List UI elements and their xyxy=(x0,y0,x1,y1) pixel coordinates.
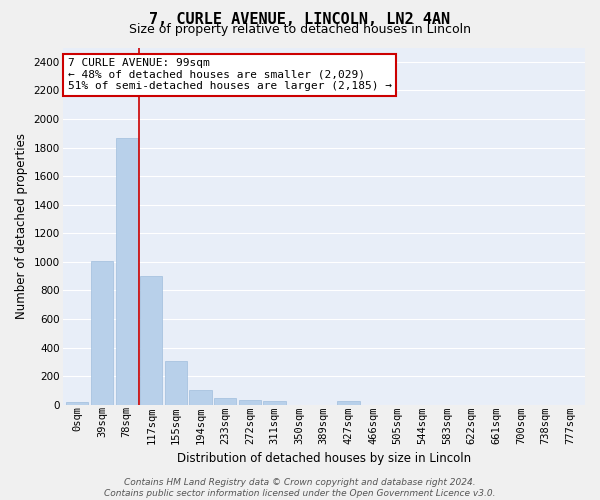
Text: 7 CURLE AVENUE: 99sqm
← 48% of detached houses are smaller (2,029)
51% of semi-d: 7 CURLE AVENUE: 99sqm ← 48% of detached … xyxy=(68,58,392,92)
Text: Contains HM Land Registry data © Crown copyright and database right 2024.
Contai: Contains HM Land Registry data © Crown c… xyxy=(104,478,496,498)
Bar xyxy=(140,276,163,405)
Bar xyxy=(165,361,187,405)
Text: Size of property relative to detached houses in Lincoln: Size of property relative to detached ho… xyxy=(129,22,471,36)
Bar xyxy=(214,398,236,405)
Bar xyxy=(337,401,359,405)
Bar xyxy=(116,138,138,405)
Bar xyxy=(263,401,286,405)
Text: 7, CURLE AVENUE, LINCOLN, LN2 4AN: 7, CURLE AVENUE, LINCOLN, LN2 4AN xyxy=(149,12,451,28)
Bar xyxy=(190,390,212,405)
Bar xyxy=(91,261,113,405)
Y-axis label: Number of detached properties: Number of detached properties xyxy=(15,133,28,319)
X-axis label: Distribution of detached houses by size in Lincoln: Distribution of detached houses by size … xyxy=(177,452,471,465)
Bar xyxy=(66,402,88,405)
Bar xyxy=(239,400,261,405)
